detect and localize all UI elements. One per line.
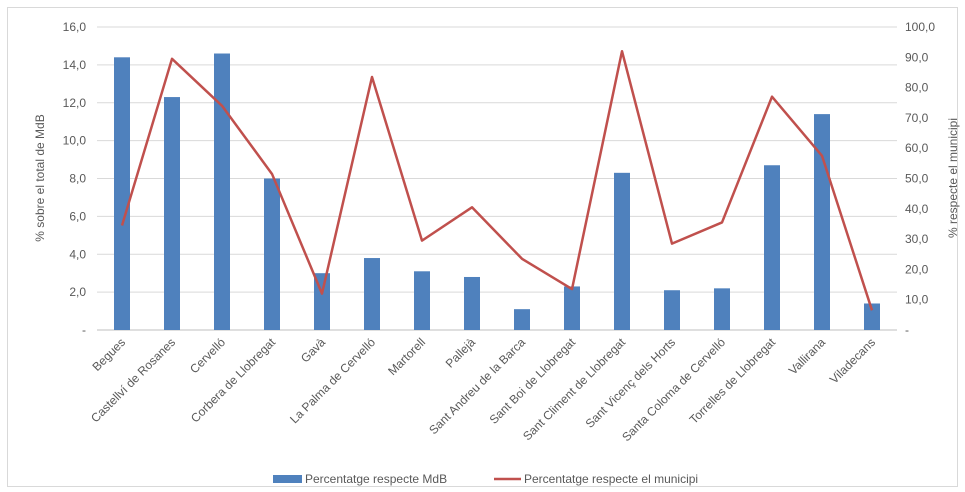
line-path [120,49,874,311]
category-label: Castellví de Rosanes [88,335,178,425]
y-tick-label: 14,0 [63,58,87,72]
bar [214,53,230,330]
bar [814,114,830,330]
category-label: Sant Andreu de la Barca [426,335,528,437]
bar [114,57,130,331]
y2-tick-label: 50,0 [905,172,929,186]
legend-swatch-bar [273,475,302,483]
bar [414,271,430,330]
category-label: Sant Vicenç dels Horts [583,335,679,431]
y2-tick-label: 60,0 [905,141,929,155]
y2-tick-label: 40,0 [905,202,929,216]
category-label: Sant Boi de Llobregat [487,335,579,427]
y2-tick-label: 90,0 [905,50,929,64]
bar [264,178,280,330]
y2-tick-label: 10,0 [905,293,929,307]
y2-tick-label: 70,0 [905,111,929,125]
category-label: Torrelles de Llobregat [687,335,779,427]
category-label: Gavà [298,335,328,365]
y2-tick-label: - [905,323,909,337]
category-label: Sant Climent de Llobregat [520,335,628,443]
bar [764,165,780,330]
gridlines [97,26,897,331]
left-axis-ticks: - 2,0 4,0 6,0 8,0 10,0 12,0 14,0 16,0 [63,20,87,337]
line-series [120,49,874,311]
legend-label-bar: Percentatge respecte MdB [305,472,447,486]
y-tick-label: - [82,323,86,337]
y-axis-title: % sobre el total de MdB [33,114,47,241]
bar [464,276,480,330]
category-label: Pallejà [443,335,479,371]
category-label: Begues [89,335,128,374]
y2-tick-label: 80,0 [905,81,929,95]
category-label: La Palma de Cervelló [287,335,378,426]
legend: Percentatge respecte MdB Percentatge res… [273,472,698,486]
bar-series [114,53,880,331]
bar [664,290,680,330]
y-tick-label: 6,0 [69,209,86,223]
right-axis-ticks: - 10,0 20,0 30,0 40,0 50,0 60,0 70,0 80,0 90,0 100… [905,20,935,337]
category-label: Martorell [385,335,428,378]
y2-tick-label: 20,0 [905,262,929,276]
category-label: Vallirana [786,335,829,378]
y-tick-label: 12,0 [63,96,87,110]
y2-tick-label: 30,0 [905,232,929,246]
bar [714,288,730,330]
category-label: Santa Coloma de Cervelló [619,335,728,444]
bar [864,303,880,330]
y2-tick-label: 100,0 [905,20,935,34]
bar [614,172,630,330]
y-tick-label: 10,0 [63,134,87,148]
category-label: Corbera de Llobregat [188,335,279,426]
category-label: Cervelló [187,335,228,376]
bar [564,286,580,330]
legend-label-line: Percentatge respecte el municipi [524,472,698,486]
y-tick-label: 4,0 [69,247,86,261]
y-tick-label: 8,0 [69,172,86,186]
category-label: Viladecans [827,335,878,386]
bar [164,97,180,330]
y-tick-label: 2,0 [69,285,86,299]
bar [314,273,330,330]
y-tick-label: 16,0 [63,20,87,34]
bar [514,309,530,330]
y2-axis-title: % respecte el municipi [946,118,960,238]
bar [364,258,380,330]
